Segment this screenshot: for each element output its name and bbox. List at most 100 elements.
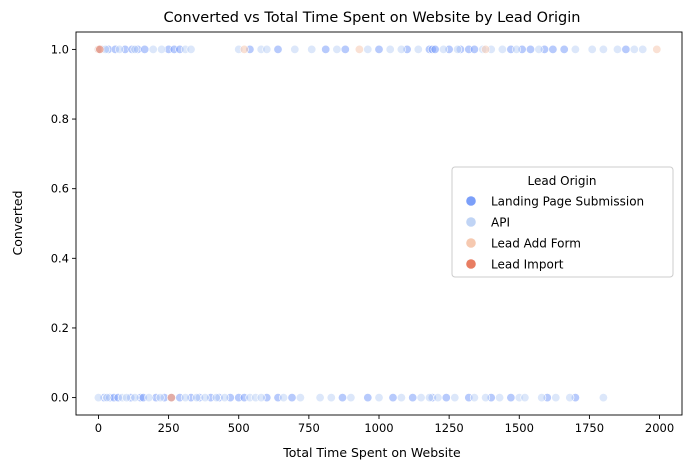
point-series-0-27 (548, 44, 558, 54)
point-series-1-48 (295, 393, 305, 403)
x-tick-label-4: 1000 (364, 421, 393, 435)
point-series-0-22 (469, 44, 479, 54)
point-series-1-14 (363, 44, 373, 54)
point-series-1-47 (279, 393, 289, 403)
point-series-1-17 (413, 44, 423, 54)
chart-title: Converted vs Total Time Spent on Website… (164, 10, 581, 26)
points-layer (93, 44, 662, 403)
legend-title: Lead Origin (528, 174, 597, 188)
x-axis-ticks: 0 250 500 750 1000 1250 1500 1750 2000 (95, 415, 674, 435)
point-series-1-19 (453, 44, 463, 54)
point-series-1-65 (565, 393, 575, 403)
point-series-1-16 (396, 44, 406, 54)
point-series-1-63 (537, 393, 547, 403)
y-tick-label-0: 0.0 (51, 391, 69, 405)
point-series-1-37 (155, 393, 165, 403)
point-series-0-49 (287, 393, 297, 403)
point-series-1-60 (495, 393, 505, 403)
point-series-1-66 (598, 393, 608, 403)
point-series-1-23 (511, 44, 521, 54)
point-series-0-52 (388, 393, 398, 403)
point-series-1-40 (192, 393, 202, 403)
y-tick-label-4: 0.8 (51, 112, 69, 126)
point-series-3-0 (95, 44, 105, 54)
point-series-1-22 (497, 44, 507, 54)
point-series-1-5 (157, 44, 167, 54)
point-series-1-2 (115, 44, 125, 54)
y-tick-label-1: 0.2 (51, 321, 69, 335)
point-series-1-59 (481, 393, 491, 403)
point-series-2-3 (481, 44, 491, 54)
legend: Lead Origin Landing Page Submission API Le… (451, 166, 674, 278)
legend-label-1: API (491, 216, 510, 230)
x-tick-label-3: 750 (298, 421, 320, 435)
y-axis-ticks: 0.0 0.2 0.4 0.6 0.8 1.0 (51, 42, 76, 405)
point-series-1-7 (186, 44, 196, 54)
point-series-0-50 (337, 393, 347, 403)
point-series-1-32 (102, 393, 112, 403)
point-series-1-34 (122, 393, 132, 403)
x-tick-label-7: 1750 (575, 421, 604, 435)
point-series-1-35 (130, 393, 140, 403)
point-series-0-14 (374, 44, 384, 54)
point-series-1-39 (180, 393, 190, 403)
point-series-1-36 (144, 393, 154, 403)
legend-marker-1 (466, 217, 476, 227)
point-series-1-26 (587, 44, 597, 54)
x-tick-label-1: 250 (158, 421, 180, 435)
point-series-0-29 (621, 44, 631, 54)
point-series-1-49 (315, 393, 325, 403)
point-series-1-4 (148, 44, 158, 54)
point-series-0-12 (321, 44, 331, 54)
point-series-0-55 (441, 393, 451, 403)
y-tick-label-5: 1.0 (51, 42, 69, 56)
point-series-1-27 (598, 44, 608, 54)
y-axis-label: Converted (10, 190, 25, 255)
point-series-1-57 (450, 393, 460, 403)
point-series-1-25 (570, 44, 580, 54)
point-series-0-51 (363, 393, 373, 403)
point-series-1-13 (332, 44, 342, 54)
point-series-2-1 (239, 44, 249, 54)
y-tick-label-2: 0.4 (51, 251, 69, 265)
legend-marker-2 (466, 238, 476, 248)
point-series-1-24 (534, 44, 544, 54)
point-series-1-43 (220, 393, 230, 403)
legend-box (451, 166, 674, 278)
point-series-1-50 (326, 393, 336, 403)
point-series-2-2 (354, 44, 364, 54)
legend-label-0: Landing Page Submission (491, 195, 644, 209)
point-series-1-51 (346, 393, 356, 403)
point-series-1-12 (307, 44, 317, 54)
point-series-0-58 (506, 393, 516, 403)
x-tick-label-6: 1500 (505, 421, 534, 435)
legend-label-2: Lead Add Form (491, 237, 581, 251)
point-series-1-58 (469, 393, 479, 403)
point-series-1-41 (200, 393, 210, 403)
point-series-1-3 (130, 44, 140, 54)
point-series-1-52 (374, 393, 384, 403)
x-axis-label: Total Time Spent on Website (282, 445, 461, 460)
point-series-1-10 (262, 44, 272, 54)
point-series-1-15 (385, 44, 395, 54)
x-tick-label-2: 500 (228, 421, 250, 435)
point-series-1-64 (551, 393, 561, 403)
point-series-1-31 (93, 393, 103, 403)
point-series-1-62 (520, 393, 530, 403)
point-series-0-18 (430, 44, 440, 54)
point-series-2-4 (652, 44, 662, 54)
point-series-1-56 (433, 393, 443, 403)
y-tick-label-3: 0.6 (51, 182, 69, 196)
point-series-0-13 (340, 44, 350, 54)
point-series-0-53 (408, 393, 418, 403)
point-series-0-25 (525, 44, 535, 54)
point-series-0-28 (559, 44, 569, 54)
point-series-1-29 (629, 44, 639, 54)
point-series-1-55 (424, 393, 434, 403)
legend-label-3: Lead Import (491, 258, 564, 272)
point-series-1-30 (638, 44, 648, 54)
legend-items: Landing Page Submission API Lead Add Form L… (466, 195, 644, 272)
point-series-1-42 (211, 393, 221, 403)
